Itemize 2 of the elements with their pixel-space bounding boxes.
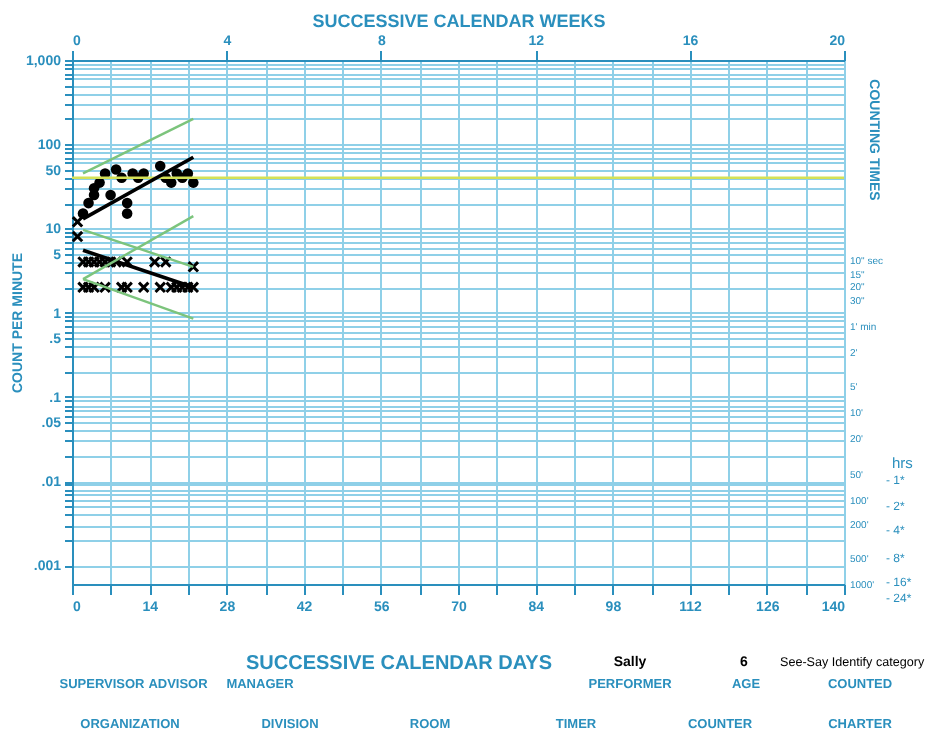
- x-axis-title: SUCCESSIVE CALENDAR DAYS: [246, 653, 553, 675]
- x2-axis-title: SUCCESSIVE CALENDAR WEEKS: [312, 11, 606, 31]
